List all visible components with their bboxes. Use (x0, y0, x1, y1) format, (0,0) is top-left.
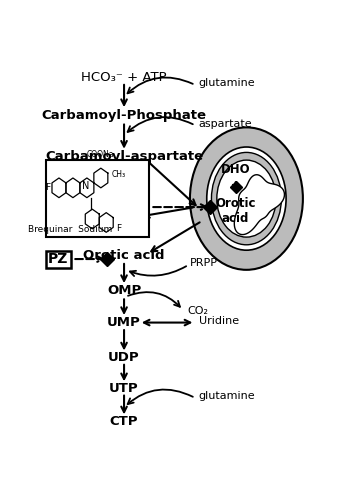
FancyBboxPatch shape (45, 250, 71, 268)
Text: PRPP: PRPP (190, 258, 218, 268)
Text: N: N (82, 180, 89, 190)
Text: UMP: UMP (107, 316, 141, 329)
Ellipse shape (217, 160, 276, 237)
FancyBboxPatch shape (45, 160, 149, 237)
Text: Orotic
acid: Orotic acid (215, 197, 256, 225)
Text: aspartate: aspartate (198, 118, 252, 128)
Text: CTP: CTP (110, 416, 138, 428)
Polygon shape (234, 174, 285, 234)
Ellipse shape (211, 152, 281, 245)
Ellipse shape (190, 128, 303, 270)
Text: DHO: DHO (221, 163, 251, 176)
Ellipse shape (207, 147, 286, 250)
Text: CO₂: CO₂ (187, 306, 208, 316)
Text: Brequinar  Sodium: Brequinar Sodium (28, 225, 112, 234)
Text: UTP: UTP (109, 382, 139, 394)
Text: Orotic acid: Orotic acid (83, 249, 165, 262)
Text: OMP: OMP (107, 284, 141, 298)
Text: COONa: COONa (87, 150, 115, 159)
Text: UDP: UDP (108, 350, 140, 364)
Text: Carbamoyl-aspartate: Carbamoyl-aspartate (45, 150, 203, 163)
Text: F: F (45, 184, 50, 192)
Text: glutamine: glutamine (198, 391, 255, 401)
Text: DHO: DHO (109, 212, 139, 224)
Text: HCO₃⁻ + ATP: HCO₃⁻ + ATP (81, 71, 167, 84)
Text: F: F (116, 224, 121, 232)
Text: PZ: PZ (48, 252, 68, 266)
Text: Uridine: Uridine (199, 316, 239, 326)
Text: glutamine: glutamine (198, 78, 255, 88)
Text: CH₃: CH₃ (112, 170, 126, 178)
Text: Carbamoyl-Phosphate: Carbamoyl-Phosphate (42, 110, 206, 122)
